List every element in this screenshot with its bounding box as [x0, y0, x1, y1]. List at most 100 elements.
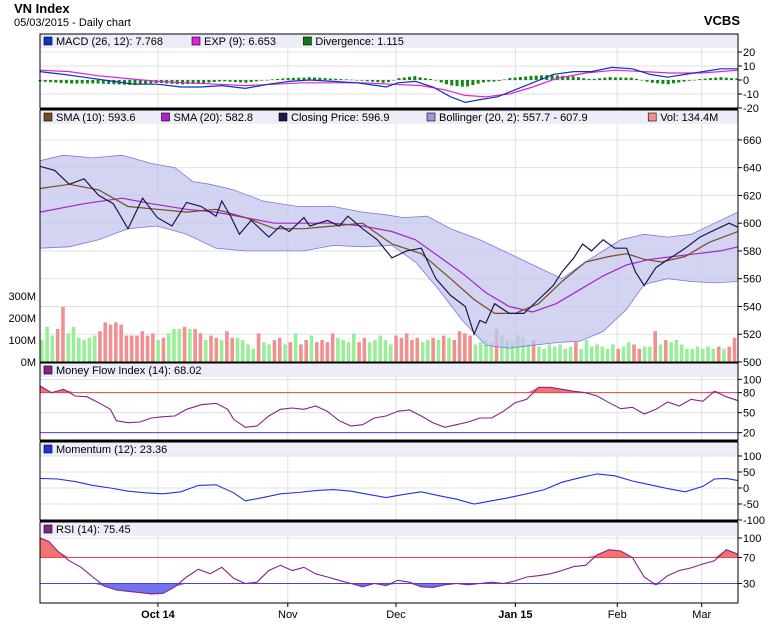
volume-bar	[600, 346, 605, 362]
sma10-line	[39, 183, 739, 314]
volume-bar	[61, 307, 65, 362]
volume-bar	[272, 340, 277, 362]
y-tick-label: 560	[743, 274, 761, 286]
y-tick-label: 640	[743, 163, 761, 175]
divergence-bar	[307, 77, 311, 80]
volume-bar	[711, 348, 716, 362]
divergence-bar	[75, 80, 79, 84]
y-tick-label: 30	[743, 579, 755, 591]
divergence-bar	[392, 79, 396, 81]
volume-bar	[420, 342, 425, 362]
divergence-bar	[592, 78, 596, 80]
legend-swatch	[43, 444, 53, 454]
volume-bar	[383, 340, 388, 362]
divergence-bar	[112, 80, 116, 85]
divergence-bar	[249, 80, 253, 83]
volume-bar	[219, 340, 224, 362]
divergence-bar	[212, 80, 216, 83]
divergence-bar	[635, 78, 639, 80]
divergence-bar	[365, 80, 369, 82]
volume-bar	[267, 344, 271, 362]
rsi-line	[39, 537, 739, 595]
y-tick-label: 0	[743, 75, 749, 87]
volume-bar	[695, 346, 700, 362]
volume-bar	[658, 344, 663, 362]
volume-tick-label: 0M	[21, 357, 36, 369]
divergence-bar	[276, 78, 280, 80]
volume-bar	[500, 335, 504, 362]
y-tick-label: -10	[743, 89, 759, 101]
divergence-bar	[286, 78, 290, 80]
divergence-bar	[202, 80, 206, 84]
divergence-bar	[260, 80, 264, 81]
legend-label: Vol: 134.4M	[660, 112, 718, 124]
volume-bar	[642, 346, 647, 362]
volume-bar	[209, 335, 213, 362]
divergence-bar	[703, 78, 707, 80]
volume-bar	[135, 335, 139, 362]
volume-tick-label: 100M	[8, 335, 36, 347]
divergence-bar	[339, 79, 343, 80]
divergence-bar	[566, 76, 570, 80]
divergence-bar	[254, 80, 258, 82]
sma20-line	[39, 197, 739, 313]
volume-bar	[595, 344, 599, 362]
divergence-bar	[518, 77, 522, 80]
legend-swatch	[43, 524, 53, 534]
x-tick-label: Nov	[278, 609, 298, 621]
divergence-bar	[244, 80, 248, 83]
bollinger-upper	[39, 154, 739, 280]
volume-bar	[341, 340, 346, 362]
divergence-bar	[492, 80, 496, 82]
divergence-bar	[418, 77, 422, 80]
volume-bar	[235, 337, 240, 362]
legend-label: Closing Price: 596.9	[291, 112, 389, 124]
divergence-bar	[291, 77, 295, 80]
volume-bar	[441, 335, 446, 362]
divergence-bar	[223, 80, 227, 82]
volume-bar	[40, 340, 44, 362]
mfi-line	[39, 385, 739, 428]
divergence-bar	[128, 80, 132, 85]
volume-bar	[373, 340, 377, 362]
divergence-bar	[693, 79, 697, 81]
y-tick-label: 660	[743, 135, 761, 147]
divergence-bar	[466, 80, 470, 87]
bollinger-lower	[39, 225, 739, 349]
legend-label: SMA (10): 593.6	[56, 112, 136, 124]
volume-bar	[468, 335, 472, 362]
y-tick-label: 500	[743, 357, 761, 369]
y-tick-label: 20	[743, 47, 755, 59]
volume-bar	[177, 329, 182, 362]
volume-bar	[722, 348, 726, 362]
volume-bar	[188, 329, 192, 362]
volume-bar	[45, 326, 49, 362]
divergence-bar	[149, 80, 153, 84]
volume-bar	[114, 322, 118, 362]
legend-swatch	[43, 36, 53, 46]
legend-bar-momentum	[40, 442, 738, 456]
volume-bar	[362, 337, 367, 362]
volume-bar	[484, 340, 488, 362]
divergence-bar	[661, 80, 665, 84]
divergence-bar	[677, 80, 681, 83]
divergence-bar	[656, 80, 660, 84]
volume-bar	[246, 344, 250, 362]
divergence-bar	[460, 80, 464, 87]
y-tick-label: 100	[743, 533, 761, 545]
legend-label: Bollinger (20, 2): 557.7 - 607.9	[439, 112, 588, 124]
volume-bar	[367, 342, 372, 362]
divergence-bar	[191, 80, 195, 84]
divergence-bar	[186, 80, 190, 85]
volume-bar	[727, 346, 732, 362]
volume-bar	[309, 335, 314, 362]
volume-bar	[616, 348, 620, 362]
divergence-bar	[54, 80, 58, 83]
divergence-bar	[555, 75, 559, 80]
divergence-bar	[608, 77, 612, 80]
volume-bar	[648, 346, 652, 362]
divergence-bar	[133, 80, 137, 85]
macd-line	[39, 66, 738, 104]
volume-bar	[172, 329, 176, 362]
volume-bar	[161, 337, 166, 362]
